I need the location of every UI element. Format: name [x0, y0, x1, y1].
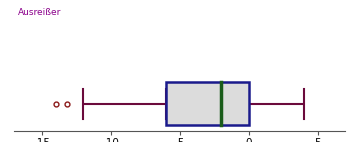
Text: Ausreißer: Ausreißer — [18, 8, 61, 17]
Bar — [166, 82, 249, 125]
